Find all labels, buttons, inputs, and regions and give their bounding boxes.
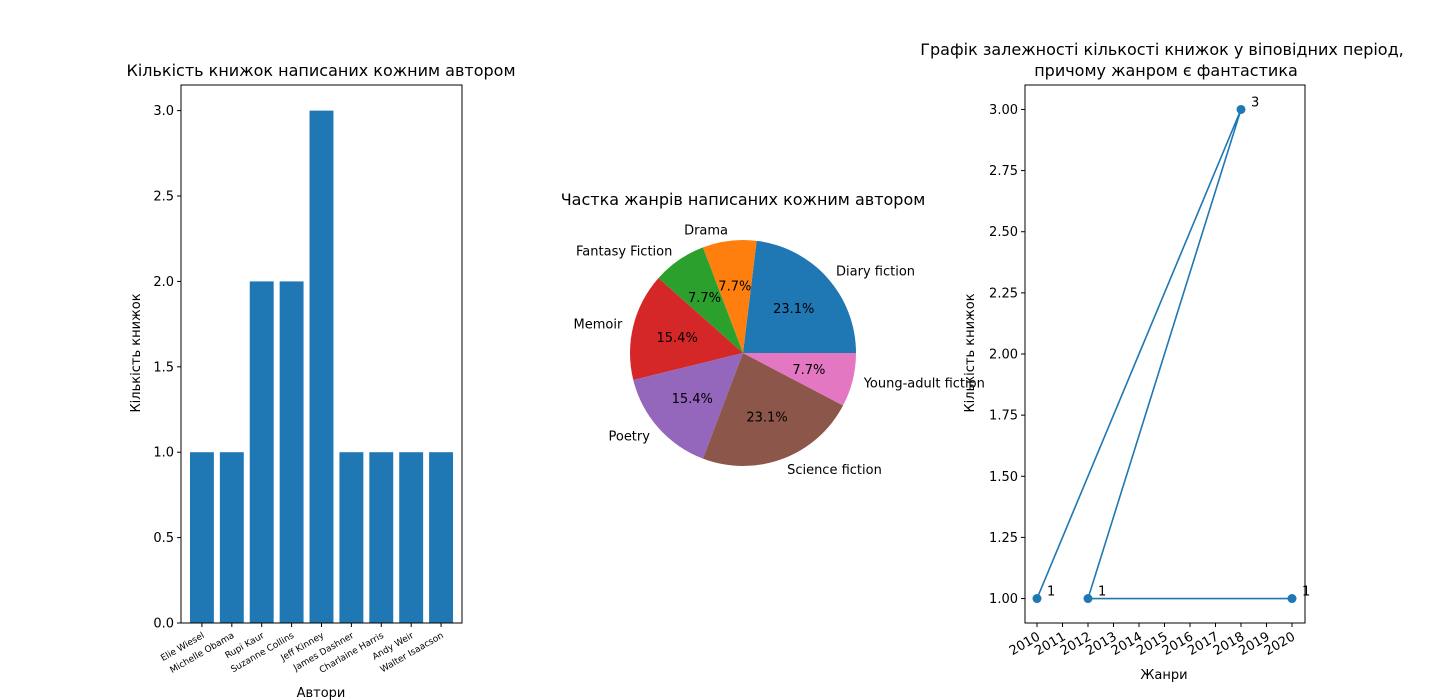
line-series: 1 3 1 1 bbox=[1032, 95, 1310, 604]
bar bbox=[429, 452, 454, 623]
bar-chart: Кількість книжок написаних кожним авторо… bbox=[126, 61, 515, 700]
line-y-tick-label: 1.50 bbox=[989, 470, 1018, 485]
bar-chart-title: Кількість книжок написаних кожним авторо… bbox=[126, 61, 515, 80]
line-chart: Графік залежності кількості книжок у віп… bbox=[920, 40, 1404, 683]
pie-slice bbox=[633, 353, 743, 459]
pie-slice-label: Fantasy Fiction bbox=[576, 245, 672, 260]
pie-slice bbox=[743, 240, 856, 353]
pie-slice bbox=[658, 247, 743, 353]
line-y-ticks: 1.00 1.25 1.50 1.75 2.00 2.25 2.50 2.75 3.00 bbox=[989, 103, 1025, 607]
bar-y-tick-label: 2.0 bbox=[153, 275, 174, 290]
bar bbox=[339, 452, 364, 623]
line-path bbox=[1036, 109, 1292, 600]
pie-slice-label: Memoir bbox=[574, 317, 623, 332]
bar bbox=[369, 452, 394, 623]
pie-slice-label: Drama bbox=[684, 224, 728, 239]
pie-slice bbox=[702, 353, 844, 466]
bar-y-tick-label: 1.5 bbox=[153, 360, 174, 375]
pie-slice-percent: 15.4% bbox=[672, 392, 713, 407]
pie-slice-label: Diary fiction bbox=[836, 265, 915, 280]
pie-slice-label: Poetry bbox=[608, 429, 650, 444]
bar-y-tick-label: 3.0 bbox=[153, 104, 174, 119]
bar-plot-frame bbox=[180, 84, 463, 624]
line-chart-subtitle: причому жанром є фантастика bbox=[1034, 61, 1298, 80]
line-point-label: 1 bbox=[1302, 585, 1310, 600]
line-point bbox=[1083, 594, 1093, 604]
bar-chart-xlabel: Автори bbox=[297, 686, 346, 700]
line-point bbox=[1032, 594, 1042, 604]
bar-chart-ylabel: Кількість книжок bbox=[129, 293, 144, 412]
line-y-tick-label: 2.75 bbox=[989, 164, 1018, 179]
pie-slice bbox=[702, 240, 757, 353]
line-point bbox=[1236, 104, 1246, 114]
pie-slice-percent: 23.1% bbox=[773, 302, 814, 317]
line-point-label: 1 bbox=[1047, 585, 1055, 600]
bar bbox=[189, 452, 214, 623]
bar-y-tick-label: 2.5 bbox=[153, 190, 174, 205]
line-y-tick-label: 3.00 bbox=[989, 103, 1018, 118]
line-chart-title: Графік залежності кількості книжок у віп… bbox=[920, 40, 1404, 59]
bar-y-ticks: 0.0 0.5 1.0 1.5 2.0 2.5 3.0 bbox=[153, 104, 181, 632]
line-y-tick-label: 2.00 bbox=[989, 348, 1018, 363]
bar bbox=[279, 281, 304, 623]
bar-y-tick-label: 0.5 bbox=[153, 531, 174, 546]
pie-slice-percent: 7.7% bbox=[792, 363, 825, 378]
line-y-tick-label: 2.25 bbox=[989, 286, 1018, 301]
pie-slice-percent: 7.7% bbox=[688, 291, 721, 306]
pie-slice-percent: 15.4% bbox=[657, 331, 698, 346]
pie-labels: 23.1% Diary fiction 7.7% Drama 7.7% Fantasy F… bbox=[574, 224, 985, 479]
line-y-tick-label: 1.25 bbox=[989, 531, 1018, 546]
line-y-tick-label: 1.00 bbox=[989, 592, 1018, 607]
pie-slice-label: Science fiction bbox=[787, 463, 882, 478]
pie-slice-label: Young-adult fiction bbox=[863, 377, 985, 392]
pie-slice-percent: 23.1% bbox=[746, 410, 787, 425]
bar-series bbox=[189, 110, 454, 624]
line-y-tick-label: 2.50 bbox=[989, 225, 1018, 240]
bar bbox=[309, 110, 334, 624]
line-chart-ylabel: Кількість книжок bbox=[963, 293, 978, 412]
pie-slice bbox=[743, 353, 856, 406]
bar-y-tick-label: 0.0 bbox=[153, 617, 174, 632]
pie-chart: Частка жанрів написаних кожним автором 2… bbox=[561, 190, 985, 478]
line-point bbox=[1287, 594, 1297, 604]
line-point-label: 1 bbox=[1098, 585, 1106, 600]
pie-slices bbox=[630, 240, 856, 466]
bar bbox=[219, 452, 244, 623]
bar-y-tick-label: 1.0 bbox=[153, 446, 174, 461]
pie-slice-percent: 7.7% bbox=[718, 280, 751, 295]
line-point-label: 3 bbox=[1251, 95, 1259, 110]
line-y-tick-label: 1.75 bbox=[989, 409, 1018, 424]
pie-slice bbox=[630, 278, 743, 381]
bar bbox=[399, 452, 424, 623]
line-x-ticks: 2010201120122013201420152016201720182019… bbox=[1007, 623, 1298, 659]
bar bbox=[249, 281, 274, 623]
pie-chart-title: Частка жанрів написаних кожним автором bbox=[561, 190, 926, 209]
line-plot-frame bbox=[1024, 84, 1306, 624]
line-chart-xlabel: Жанри bbox=[1140, 668, 1187, 683]
